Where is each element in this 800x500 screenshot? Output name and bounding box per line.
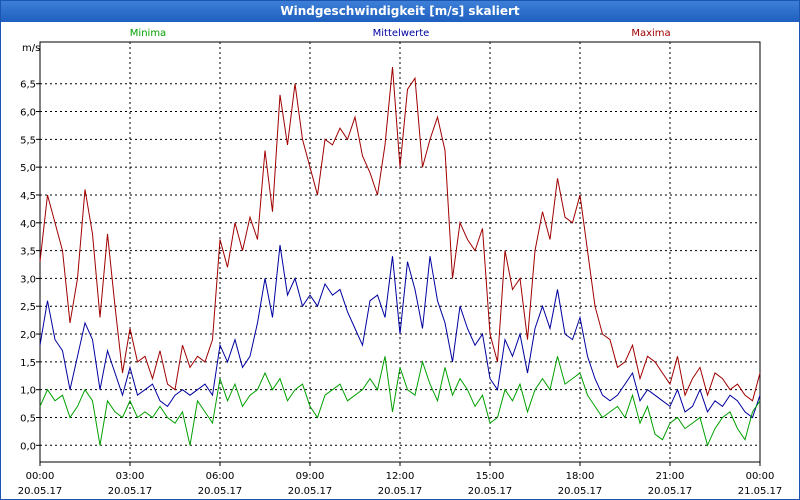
- x-tick-date: 20.05.17: [108, 486, 153, 497]
- y-tick-labels: 0,0 0,5 1,0 1,5 2,0 2,5 3,0 3,5 4,0 4,5 5,0 5,5 6,0 6…: [20, 80, 40, 452]
- series-line-maxima: [39, 66, 761, 402]
- x-tick-time: 21:00: [656, 471, 685, 482]
- y-tick-label: 3,0: [20, 274, 36, 285]
- x-tick-date: 20.05.17: [18, 486, 63, 497]
- window-title: Windgeschwindigkeit [m/s] skaliert: [1, 1, 799, 22]
- y-tick-label: 1,5: [20, 358, 36, 369]
- x-tick-date: 20.05.17: [288, 486, 333, 497]
- legend-mittelwerte: Mittelwerte: [373, 28, 430, 39]
- x-tick-time: 18:00: [566, 471, 595, 482]
- x-tick-time: 03:00: [116, 471, 145, 482]
- y-tick-label: 4,5: [20, 191, 36, 202]
- x-tick-time: 00:00: [26, 471, 55, 482]
- x-tick-date: 20.05.17: [558, 486, 603, 497]
- y-tick-label: 6,0: [20, 108, 36, 119]
- y-tick-label: 0,5: [20, 413, 36, 424]
- y-tick-label: 2,0: [20, 330, 36, 341]
- y-tick-label: 2,5: [20, 302, 36, 313]
- x-tick-labels: 00:00 20.05.17 03:00 20.05.17 06:00 20.05.17 0…: [18, 462, 783, 497]
- y-tick-label: 3,5: [20, 247, 36, 258]
- x-tick-date: 21.05.17: [738, 486, 783, 497]
- y-tick-label: 1,0: [20, 386, 36, 397]
- legend-minima: Minima: [130, 28, 166, 39]
- series-lines: [39, 66, 761, 447]
- x-tick-time: 15:00: [476, 471, 505, 482]
- x-tick-date: 20.05.17: [378, 486, 423, 497]
- x-tick-time: 12:00: [386, 471, 415, 482]
- series-line-minima: [39, 356, 761, 447]
- x-tick-time: 09:00: [296, 471, 325, 482]
- series-line-mittelwerte: [39, 244, 761, 419]
- y-axis-label: m/s: [22, 43, 40, 54]
- y-tick-label: 6,5: [20, 80, 36, 91]
- x-tick-date: 20.05.17: [468, 486, 513, 497]
- y-tick-label: 5,0: [20, 163, 36, 174]
- x-tick-date: 20.05.17: [198, 486, 243, 497]
- y-tick-label: 0,0: [20, 441, 36, 452]
- legend-maxima: Maxima: [631, 28, 670, 39]
- y-tick-label: 5,5: [20, 135, 36, 146]
- x-tick-date: 20.05.17: [648, 486, 693, 497]
- x-tick-time: 00:00: [746, 471, 775, 482]
- grid-lines: [40, 42, 760, 462]
- y-tick-label: 4,0: [20, 219, 36, 230]
- x-tick-time: 06:00: [206, 471, 235, 482]
